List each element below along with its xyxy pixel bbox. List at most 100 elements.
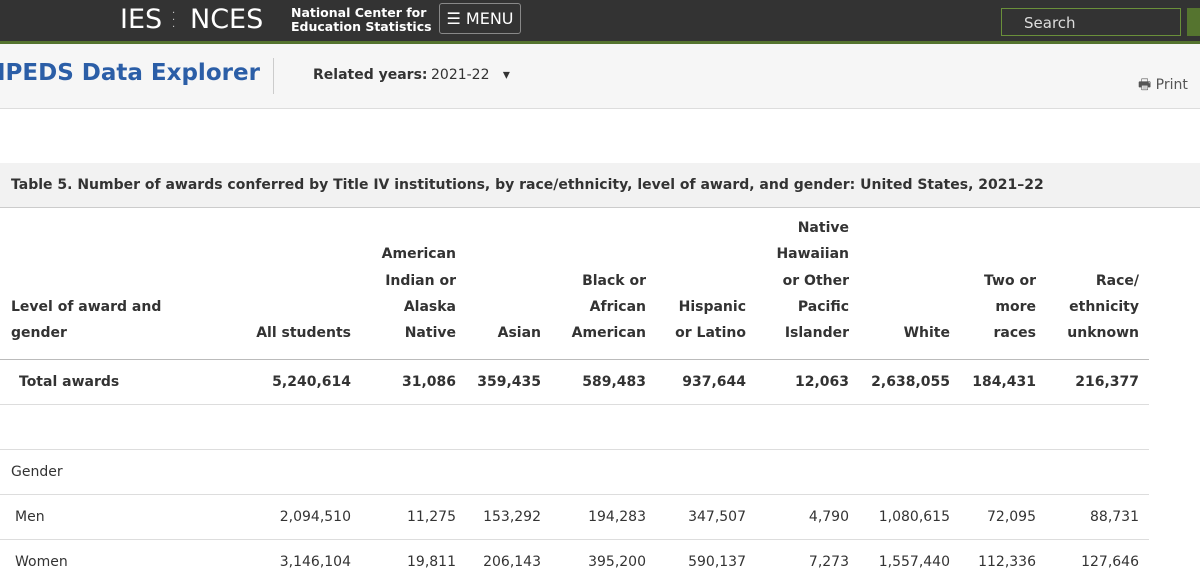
header-line: Indian or bbox=[385, 272, 456, 289]
cell: 127,646 bbox=[1046, 539, 1149, 583]
logo-separator: · · · bbox=[172, 8, 176, 33]
cell: 347,507 bbox=[656, 494, 756, 540]
table-row: Women 3,146,104 19,811 206,143 395,200 590,13… bbox=[0, 539, 1149, 583]
column-header: Race/ethnicity unknown bbox=[1046, 208, 1149, 360]
cell bbox=[1046, 404, 1149, 450]
cell bbox=[960, 449, 1046, 495]
table-row: Gender bbox=[0, 449, 1149, 495]
cell: 1,080,615 bbox=[859, 494, 960, 540]
logo-ies[interactable]: IES bbox=[120, 4, 163, 35]
cell: 11,275 bbox=[361, 494, 466, 540]
org-line: National Center for bbox=[291, 5, 427, 20]
header-line: Asian bbox=[497, 325, 541, 342]
row-label: Women bbox=[0, 539, 250, 583]
row-label bbox=[0, 404, 250, 450]
header-line: White bbox=[903, 325, 950, 342]
row-label: Gender bbox=[0, 449, 250, 495]
cell bbox=[361, 449, 466, 495]
table-section: Table 5. Number of awards conferred by T… bbox=[0, 163, 1200, 583]
column-header: American Indian or Alaska Native bbox=[361, 208, 466, 360]
search-input[interactable]: Search bbox=[1001, 8, 1181, 36]
cell: 590,137 bbox=[656, 539, 756, 583]
cell: 216,377 bbox=[1046, 359, 1149, 405]
column-header: Native Hawaiian or Other Pacific Islander bbox=[756, 208, 859, 360]
cell: 88,731 bbox=[1046, 494, 1149, 540]
menu-button[interactable]: ☰ MENU bbox=[439, 3, 521, 34]
cell: 1,557,440 bbox=[859, 539, 960, 583]
header-line: Native bbox=[797, 220, 849, 237]
cell bbox=[656, 404, 756, 450]
related-years-label: Related years: bbox=[313, 67, 428, 83]
menu-label: MENU bbox=[465, 9, 514, 28]
related-years-value: 2021-22 bbox=[431, 67, 490, 83]
row-label: Total awards bbox=[0, 359, 250, 405]
cell: 12,063 bbox=[756, 359, 859, 405]
column-header: White bbox=[859, 208, 960, 360]
cell bbox=[756, 449, 859, 495]
cell: 2,094,510 bbox=[250, 494, 361, 540]
cell: 19,811 bbox=[361, 539, 466, 583]
header-line: gender bbox=[11, 325, 67, 342]
cell: 31,086 bbox=[361, 359, 466, 405]
header-line: Black or bbox=[582, 272, 646, 289]
header-line: Hispanic bbox=[678, 298, 746, 315]
cell bbox=[756, 404, 859, 450]
header-row: Level of award and gender All students Amer… bbox=[0, 208, 1149, 360]
print-button[interactable]: 🖶 Print bbox=[1138, 77, 1188, 93]
column-header: Hispanic or Latino bbox=[656, 208, 756, 360]
cell bbox=[250, 404, 361, 450]
column-header: Two or more races bbox=[960, 208, 1046, 360]
header-line: Pacific bbox=[797, 298, 849, 315]
cell: 153,292 bbox=[466, 494, 551, 540]
cell: 359,435 bbox=[466, 359, 551, 405]
cell: 112,336 bbox=[960, 539, 1046, 583]
cell bbox=[1046, 449, 1149, 495]
column-header: Level of award and gender bbox=[0, 208, 250, 360]
top-bar: IES · · · NCES National Center for Educatio… bbox=[0, 0, 1200, 44]
cell: 2,638,055 bbox=[859, 359, 960, 405]
header-line: Hawaiian bbox=[776, 246, 849, 263]
table-row: Total awards 5,240,614 31,086 359,435 589,48… bbox=[0, 359, 1149, 405]
cell: 206,143 bbox=[466, 539, 551, 583]
org-line: Education Statistics bbox=[291, 19, 432, 34]
cell bbox=[466, 404, 551, 450]
data-table: Level of award and gender All students Amer… bbox=[0, 208, 1149, 583]
table-row bbox=[0, 404, 1149, 450]
header-line: Native bbox=[404, 325, 456, 342]
header-line: American bbox=[381, 246, 456, 263]
column-header: All students bbox=[250, 208, 361, 360]
cell bbox=[361, 404, 466, 450]
header-line: All students bbox=[256, 325, 351, 342]
org-name: National Center for Education Statistics bbox=[291, 6, 432, 34]
cell: 184,431 bbox=[960, 359, 1046, 405]
cell bbox=[551, 449, 656, 495]
cell: 937,644 bbox=[656, 359, 756, 405]
cell: 7,273 bbox=[756, 539, 859, 583]
header-line: American bbox=[571, 325, 646, 342]
column-header: Black or African American bbox=[551, 208, 656, 360]
header-line: unknown bbox=[1067, 325, 1139, 342]
column-header: Asian bbox=[466, 208, 551, 360]
cell: 4,790 bbox=[756, 494, 859, 540]
table-row: Men 2,094,510 11,275 153,292 194,283 347,507 4… bbox=[0, 494, 1149, 540]
cell: 3,146,104 bbox=[250, 539, 361, 583]
header-line: African bbox=[589, 298, 646, 315]
header-line: Two or bbox=[984, 272, 1036, 289]
search-placeholder: Search bbox=[1024, 14, 1076, 32]
header-line: races bbox=[993, 325, 1036, 342]
header-line: Level of award and bbox=[11, 298, 162, 315]
cell: 395,200 bbox=[551, 539, 656, 583]
cell: 194,283 bbox=[551, 494, 656, 540]
header-line: or Other bbox=[782, 272, 849, 289]
cell: 589,483 bbox=[551, 359, 656, 405]
cell bbox=[466, 449, 551, 495]
logo-nces[interactable]: NCES bbox=[190, 4, 264, 35]
search-button[interactable] bbox=[1187, 8, 1200, 36]
row-label: Men bbox=[0, 494, 250, 540]
cell bbox=[960, 404, 1046, 450]
header-line: Alaska bbox=[403, 298, 456, 315]
app-title[interactable]: IPEDS Data Explorer bbox=[0, 60, 260, 86]
header-line: ethnicity bbox=[1069, 298, 1139, 315]
related-years-select[interactable]: 2021-22 ▾ bbox=[431, 67, 510, 83]
